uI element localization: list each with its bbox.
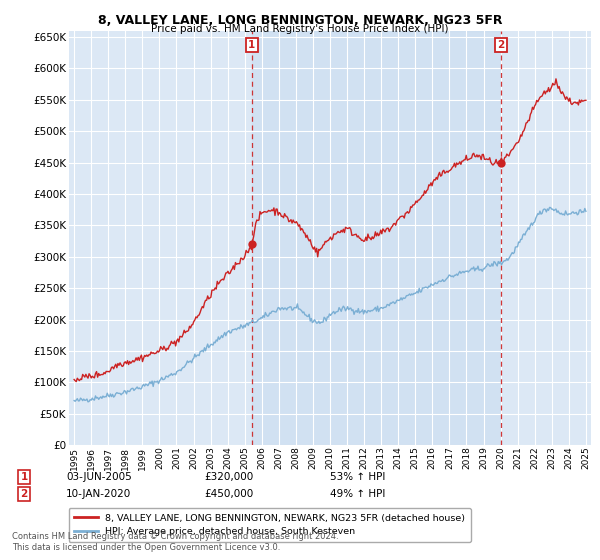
Text: 1: 1 [248, 40, 256, 50]
Legend: 8, VALLEY LANE, LONG BENNINGTON, NEWARK, NG23 5FR (detached house), HPI: Average: 8, VALLEY LANE, LONG BENNINGTON, NEWARK,… [68, 508, 471, 542]
Bar [252, 31, 501, 445]
Text: 2: 2 [497, 40, 505, 50]
Text: 2: 2 [20, 489, 28, 499]
Text: 03-JUN-2005: 03-JUN-2005 [66, 472, 132, 482]
Text: 10-JAN-2020: 10-JAN-2020 [66, 489, 131, 499]
Text: £320,000: £320,000 [204, 472, 253, 482]
Text: Contains HM Land Registry data © Crown copyright and database right 2024.
This d: Contains HM Land Registry data © Crown c… [12, 532, 338, 552]
Text: £450,000: £450,000 [204, 489, 253, 499]
Text: 53% ↑ HPI: 53% ↑ HPI [330, 472, 385, 482]
Text: Price paid vs. HM Land Registry's House Price Index (HPI): Price paid vs. HM Land Registry's House … [151, 24, 449, 34]
Text: 49% ↑ HPI: 49% ↑ HPI [330, 489, 385, 499]
Text: 1: 1 [20, 472, 28, 482]
Text: 8, VALLEY LANE, LONG BENNINGTON, NEWARK, NG23 5FR: 8, VALLEY LANE, LONG BENNINGTON, NEWARK,… [98, 14, 502, 27]
